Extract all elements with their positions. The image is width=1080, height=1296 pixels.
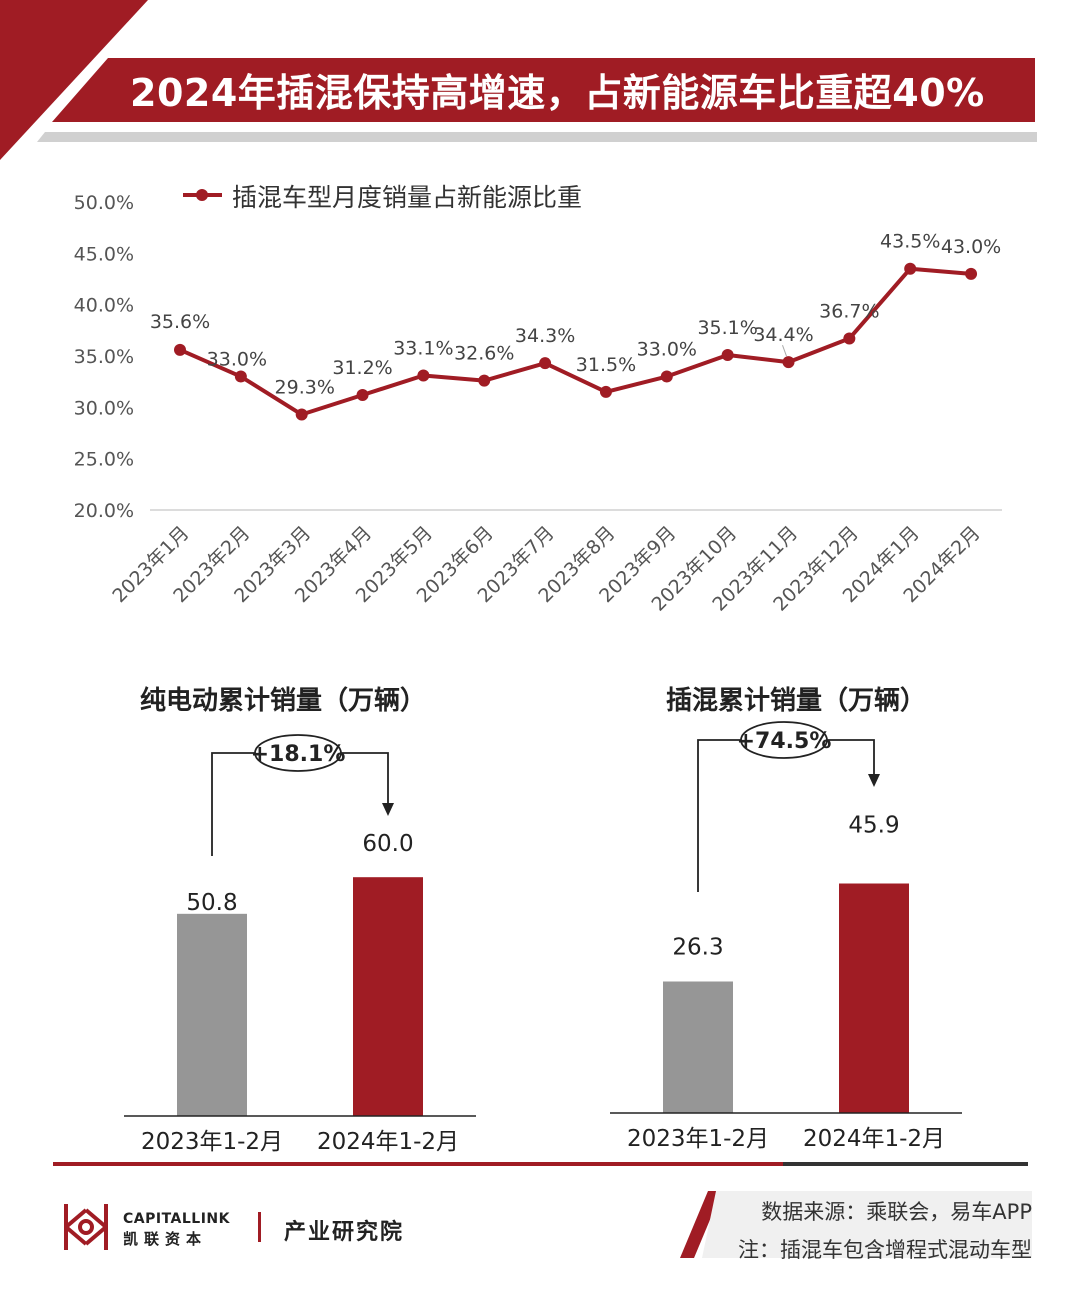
data-point <box>599 385 612 398</box>
growth-badge <box>740 721 828 759</box>
legend-label: 插混车型月度销量占新能源比重 <box>232 183 583 212</box>
data-point <box>295 408 308 421</box>
page-title: 2024年插混保持高增速，占新能源车比重超40% <box>130 71 985 115</box>
data-point <box>539 357 552 370</box>
legend-marker <box>183 189 222 201</box>
x-axis-ticks: 2023年1月2023年2月2023年3月2023年4月2023年5月2023年… <box>108 522 984 616</box>
data-label: 35.1% <box>697 317 757 339</box>
data-label: 43.0% <box>941 236 1001 258</box>
footer-decoration <box>53 1162 1032 1258</box>
bar-category-label: 2024年1-2月 <box>317 1129 459 1155</box>
footnote: 注：插混车包含增程式混动车型 <box>738 1238 1032 1262</box>
data-label: 33.0% <box>637 339 697 361</box>
phev-chart-title: 插混累计销量（万辆） <box>666 686 927 716</box>
growth-label: +74.5% <box>737 729 832 754</box>
data-label: 35.6% <box>150 311 210 333</box>
label-leader-line <box>782 344 787 357</box>
y-axis-ticks: 20.0% 25.0% 30.0% 35.0% 40.0% 45.0% 50.0% <box>74 192 134 522</box>
data-point <box>965 267 978 280</box>
growth-label: +18.1% <box>251 742 346 767</box>
data-point <box>234 370 247 383</box>
series-line <box>179 266 972 417</box>
data-label: 34.4% <box>753 324 813 346</box>
bar <box>663 981 733 1113</box>
data-label: 31.2% <box>332 357 392 379</box>
data-label: 33.1% <box>393 338 453 360</box>
data-label: 33.0% <box>207 349 267 371</box>
data-point <box>782 356 795 369</box>
data-label: 31.5% <box>576 354 636 376</box>
data-point <box>174 343 186 356</box>
data-label: 32.6% <box>454 343 514 365</box>
series-points <box>174 262 978 421</box>
y-tick-label: 45.0% <box>74 243 134 265</box>
data-point <box>356 389 369 402</box>
data-label: 36.7% <box>819 301 879 323</box>
bar-category-label: 2023年1-2月 <box>627 1126 769 1152</box>
phev-bar-chart: 26.3 2023年1-2月 45.9 2024年1-2月 +74.5% <box>610 721 962 1152</box>
y-tick-label: 25.0% <box>74 449 134 471</box>
data-point <box>843 332 856 345</box>
y-tick-label: 30.0% <box>74 397 134 419</box>
bar-value-label: 26.3 <box>672 935 723 961</box>
bev-bar-chart: 50.8 2023年1-2月 60.0 2024年1-2月 +18.1% <box>124 734 476 1155</box>
data-point <box>904 262 917 275</box>
data-point <box>660 370 673 383</box>
brand-separator <box>258 1212 261 1242</box>
growth-badge <box>254 734 342 772</box>
bar <box>839 883 909 1113</box>
y-tick-label: 50.0% <box>74 192 134 214</box>
capitallink-logo-icon <box>64 1204 108 1250</box>
data-label: 43.5% <box>880 231 940 253</box>
y-tick-label: 35.0% <box>74 346 134 368</box>
header-decoration <box>0 0 1037 160</box>
data-labels: 35.6% 33.0% 29.3%31.2%33.1% 32.6%34.3%31.5%… <box>150 231 1001 399</box>
line-chart: 20.0% 25.0% 30.0% 35.0% 40.0% 45.0% 50.0% 35.6… <box>74 189 1002 616</box>
bar-category-label: 2023年1-2月 <box>141 1129 283 1155</box>
data-point <box>721 348 734 361</box>
bev-chart-title: 纯电动累计销量（万辆） <box>140 686 427 716</box>
data-point <box>478 374 491 387</box>
data-point <box>417 369 430 382</box>
growth-arrow-icon <box>382 803 394 816</box>
bar-value-label: 50.8 <box>186 890 237 916</box>
growth-arrow-icon <box>868 774 880 787</box>
data-label: 34.3% <box>515 325 575 347</box>
bar <box>353 877 423 1116</box>
brand-name-cn: 凯联资本 <box>123 1230 208 1248</box>
data-source: 数据来源：乘联会，易车APP <box>761 1200 1032 1224</box>
bar <box>177 913 247 1116</box>
y-tick-label: 40.0% <box>74 295 134 317</box>
brand-name-en: CAPITALLINK <box>123 1211 230 1227</box>
data-label: 29.3% <box>275 377 335 399</box>
bar-category-label: 2024年1-2月 <box>803 1126 945 1152</box>
bar-value-label: 60.0 <box>362 831 413 857</box>
institute-name: 产业研究院 <box>284 1219 405 1245</box>
bar-value-label: 45.9 <box>848 813 899 839</box>
y-tick-label: 20.0% <box>74 500 134 522</box>
